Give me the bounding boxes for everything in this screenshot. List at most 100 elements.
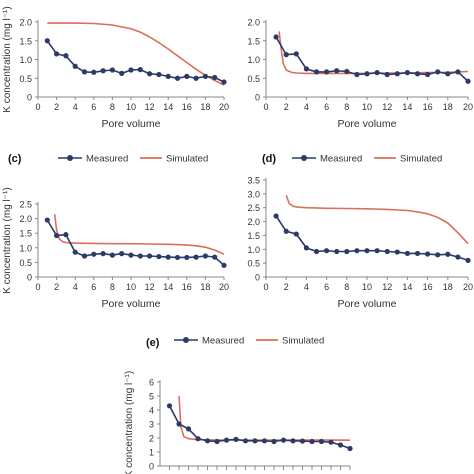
y-tick-label: 1.0 xyxy=(247,245,260,255)
x-axis-title: Pore volume xyxy=(338,118,397,130)
panel-label-c: (c) xyxy=(8,153,22,165)
measured-series-line xyxy=(46,40,225,83)
x-tick-label: 20 xyxy=(463,282,473,292)
measured-point xyxy=(273,213,279,219)
chart-panel-1: 0 0.5 1.0 1.5 2.0 0 2 4 6 8 10 12 14 16 18 20 Pore volum… xyxy=(2,6,229,130)
measured-point xyxy=(156,253,162,260)
y-axis-title: K concentration (mg l⁻¹) xyxy=(2,187,13,293)
measured-point xyxy=(212,74,218,81)
legend-group: (c) Measured Simulated xyxy=(8,153,208,165)
measured-point xyxy=(293,231,299,237)
x-tick-label: 0 xyxy=(35,102,40,112)
chart-panel-2: 0 0.5 1.0 1.5 2.0 0 2 4 6 8 10 12 14 16 18 20 Pore volum… xyxy=(247,18,473,131)
y-tick-label: 5 xyxy=(149,392,154,402)
legend-group: (d) Measured Simulated xyxy=(262,153,442,165)
measured-point xyxy=(72,63,78,69)
x-tick-label: 4 xyxy=(73,102,78,112)
measured-point xyxy=(165,254,171,260)
measured-point xyxy=(309,438,315,445)
measured-point xyxy=(137,253,143,259)
y-tick-label: 1.0 xyxy=(19,243,32,253)
measured-point xyxy=(435,69,441,75)
measured-point xyxy=(119,70,125,76)
y-tick-label: 0 xyxy=(255,93,260,103)
x-axis-title: Pore volume xyxy=(338,298,397,310)
measured-point xyxy=(221,262,227,268)
legend-group: (e) Measured Simulated xyxy=(146,336,324,350)
measured-point xyxy=(394,249,400,255)
legend-measured-marker xyxy=(183,337,189,343)
x-tick-label: 18 xyxy=(443,282,453,292)
measured-point xyxy=(283,52,289,58)
x-tick-label: 12 xyxy=(145,282,155,292)
y-tick-label: 3 xyxy=(149,420,154,430)
measured-point xyxy=(280,437,287,443)
measured-point xyxy=(354,248,360,254)
measured-point xyxy=(109,252,115,258)
legend-measured-label: Measured xyxy=(320,154,362,165)
measured-point xyxy=(425,251,431,257)
measured-point xyxy=(334,68,340,74)
x-tick-label: 10 xyxy=(126,102,136,112)
measured-point xyxy=(293,51,299,57)
y-tick-label: 0.5 xyxy=(19,258,32,268)
legend-measured-marker xyxy=(67,155,73,161)
y-tick-label: 2.5 xyxy=(19,200,32,210)
measured-point xyxy=(374,70,380,76)
y-axis-title: K concentration (mg l⁻¹) xyxy=(2,6,13,112)
measured-point xyxy=(100,251,106,257)
measured-point xyxy=(364,71,370,77)
measured-point xyxy=(337,442,344,448)
measured-point xyxy=(465,257,471,263)
y-tick-label: 0.5 xyxy=(247,259,260,269)
measured-point xyxy=(223,437,230,443)
measured-point xyxy=(313,248,320,255)
legend-simulated-label: Simulated xyxy=(400,154,442,165)
y-tick-label: 0 xyxy=(255,273,260,283)
x-tick-label: 4 xyxy=(304,282,309,292)
measured-point xyxy=(313,69,320,75)
y-tick-label: 2.0 xyxy=(247,18,260,28)
y-tick-label: 0 xyxy=(27,273,32,283)
x-tick-label: 18 xyxy=(200,282,210,292)
x-tick-label: 6 xyxy=(324,102,329,112)
measured-point xyxy=(324,248,330,254)
legend-measured-label: Measured xyxy=(202,336,244,347)
chart-panel-4: 0 0.5 1.0 1.5 2.0 2.5 3.0 3.5 0 2 4 6 8 10 12 14 16 18 20 P… xyxy=(247,176,473,311)
x-axis-title: Pore volume xyxy=(102,298,161,310)
measured-point xyxy=(283,228,289,234)
measured-point xyxy=(435,252,441,258)
x-tick-label: 0 xyxy=(263,102,268,112)
x-tick-label: 8 xyxy=(344,102,349,112)
measured-point xyxy=(354,71,360,78)
measured-point xyxy=(334,248,340,255)
legend-simulated-label: Simulated xyxy=(166,154,208,165)
x-tick-label: 12 xyxy=(382,282,392,292)
measured-point xyxy=(221,79,227,85)
legend-simulated-label: Simulated xyxy=(282,336,324,347)
measured-point xyxy=(364,248,370,254)
measured-point xyxy=(81,253,88,259)
measured-point xyxy=(54,51,60,57)
measured-point xyxy=(147,253,153,259)
measured-point xyxy=(303,245,309,251)
measured-point xyxy=(44,38,50,44)
measured-point xyxy=(414,71,421,77)
x-tick-label: 20 xyxy=(463,102,473,112)
measured-point xyxy=(384,248,390,255)
x-tick-label: 14 xyxy=(163,282,173,292)
measured-point xyxy=(318,438,325,445)
x-tick-label: 16 xyxy=(423,282,433,292)
x-tick-label: 12 xyxy=(382,102,392,112)
x-tick-label: 2 xyxy=(284,282,289,292)
chart-panel-5: 0 1 2 3 4 5 6 K concentration (mg l⁻¹) xyxy=(124,371,353,474)
measured-point xyxy=(91,251,97,257)
y-tick-label: 1.0 xyxy=(19,55,32,65)
measured-point xyxy=(100,68,106,74)
measured-point xyxy=(72,249,78,255)
y-tick-label: 0.5 xyxy=(247,74,260,84)
x-tick-label: 14 xyxy=(402,102,412,112)
measured-point xyxy=(344,68,350,75)
measured-point xyxy=(81,69,88,75)
x-tick-label: 8 xyxy=(110,282,115,292)
